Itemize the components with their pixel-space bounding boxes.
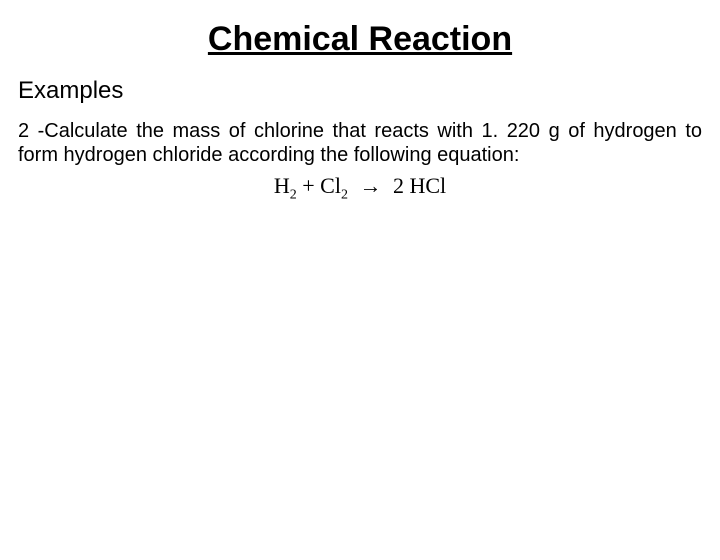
section-subtitle: Examples xyxy=(18,77,720,105)
reactant-cl2: Cl2 xyxy=(320,173,348,198)
cl2-subscript: 2 xyxy=(341,187,348,202)
reactant-h2: H2 xyxy=(274,173,297,198)
chemical-equation: H2 + Cl2 → 2 HCl xyxy=(0,173,720,203)
reaction-arrow: → xyxy=(359,173,381,199)
plus-sign: + xyxy=(297,173,320,198)
product-hcl: HCl xyxy=(409,173,446,198)
product-coeff: 2 xyxy=(393,173,410,198)
problem-statement: 2 -Calculate the mass of chlorine that r… xyxy=(18,119,702,167)
h2-subscript: 2 xyxy=(290,187,297,202)
page-title: Chemical Reaction xyxy=(0,20,720,59)
